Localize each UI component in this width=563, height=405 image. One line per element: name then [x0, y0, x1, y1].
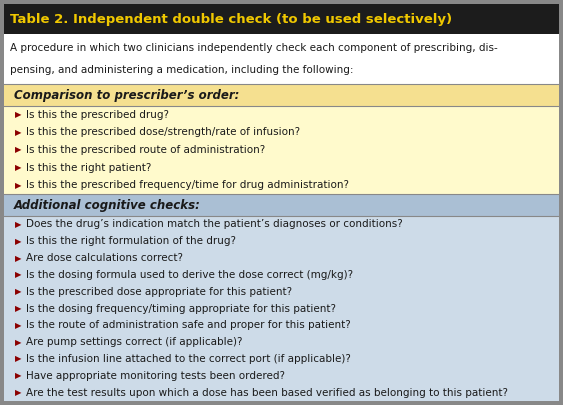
- Text: Are dose calculations correct?: Are dose calculations correct?: [26, 253, 183, 263]
- Text: ▶: ▶: [15, 163, 21, 172]
- Bar: [4, 84, 559, 106]
- Text: Comparison to prescriber’s order:: Comparison to prescriber’s order:: [14, 89, 239, 102]
- Text: ▶: ▶: [15, 338, 21, 347]
- Text: Have appropriate monitoring tests been ordered?: Have appropriate monitoring tests been o…: [26, 371, 285, 381]
- Text: ▶: ▶: [15, 354, 21, 363]
- Text: ▶: ▶: [15, 110, 21, 119]
- Text: Is the dosing frequency/timing appropriate for this patient?: Is the dosing frequency/timing appropria…: [26, 303, 336, 313]
- Bar: [4, 106, 559, 194]
- Text: Are the test results upon which a dose has been based verified as belonging to t: Are the test results upon which a dose h…: [26, 388, 508, 398]
- Text: ▶: ▶: [15, 145, 21, 154]
- Text: ▶: ▶: [15, 321, 21, 330]
- Text: ▶: ▶: [15, 371, 21, 380]
- Text: ▶: ▶: [15, 304, 21, 313]
- Text: ▶: ▶: [15, 128, 21, 137]
- Text: ▶: ▶: [15, 237, 21, 246]
- Text: Does the drug’s indication match the patient’s diagnoses or conditions?: Does the drug’s indication match the pat…: [26, 220, 403, 229]
- Text: Is the infusion line attached to the correct port (if applicable)?: Is the infusion line attached to the cor…: [26, 354, 351, 364]
- Text: Are pump settings correct (if applicable)?: Are pump settings correct (if applicable…: [26, 337, 243, 347]
- Text: Is this the prescribed route of administration?: Is this the prescribed route of administ…: [26, 145, 265, 155]
- Bar: [4, 34, 559, 84]
- Text: Is the prescribed dose appropriate for this patient?: Is the prescribed dose appropriate for t…: [26, 287, 292, 297]
- Text: ▶: ▶: [15, 220, 21, 229]
- Text: ▶: ▶: [15, 287, 21, 296]
- Text: Is the dosing formula used to derive the dose correct (mg/kg)?: Is the dosing formula used to derive the…: [26, 270, 353, 280]
- Text: Table 2. Independent double check (to be used selectively): Table 2. Independent double check (to be…: [10, 13, 452, 26]
- Text: ▶: ▶: [15, 271, 21, 279]
- Text: ▶: ▶: [15, 254, 21, 262]
- Text: Additional cognitive checks:: Additional cognitive checks:: [14, 199, 201, 212]
- Text: Is this the right patient?: Is this the right patient?: [26, 162, 151, 173]
- Text: Is this the prescribed frequency/time for drug administration?: Is this the prescribed frequency/time fo…: [26, 180, 349, 190]
- Bar: [4, 194, 559, 216]
- Text: Is this the prescribed drug?: Is this the prescribed drug?: [26, 110, 169, 120]
- Text: ▶: ▶: [15, 388, 21, 397]
- Text: ▶: ▶: [15, 181, 21, 190]
- Text: Is the route of administration safe and proper for this patient?: Is the route of administration safe and …: [26, 320, 351, 330]
- Bar: [4, 4, 559, 34]
- Text: pensing, and administering a medication, including the following:: pensing, and administering a medication,…: [10, 65, 354, 75]
- Bar: [4, 216, 559, 401]
- Text: Is this the prescribed dose/strength/rate of infusion?: Is this the prescribed dose/strength/rat…: [26, 128, 300, 137]
- Text: Is this the right formulation of the drug?: Is this the right formulation of the dru…: [26, 236, 236, 246]
- Text: A procedure in which two clinicians independently check each component of prescr: A procedure in which two clinicians inde…: [10, 43, 498, 53]
